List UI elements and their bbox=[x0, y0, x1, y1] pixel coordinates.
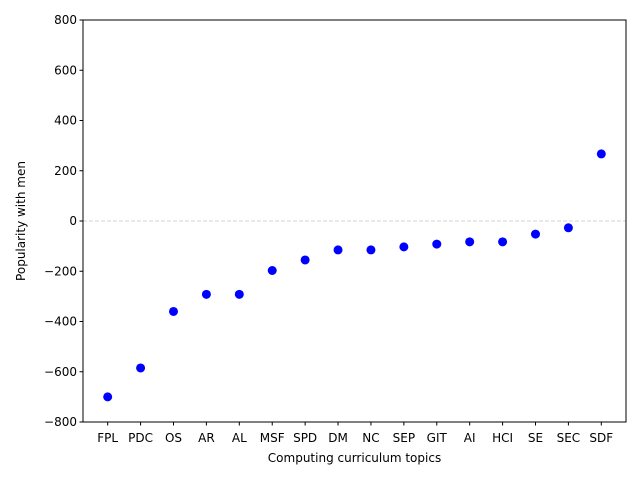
y-tick-label: −200 bbox=[44, 264, 77, 278]
x-axis-ticks: FPL PDC OS AR AL MSF SPD DM NC SEP GIT AI HCI SE SEC SD… bbox=[97, 422, 613, 445]
data-point-os bbox=[169, 306, 178, 316]
y-tick-label: 600 bbox=[54, 63, 77, 77]
x-tick-label-ar: AR bbox=[198, 431, 215, 445]
x-tick-label-git: GIT bbox=[427, 431, 448, 445]
data-point-msf bbox=[267, 265, 277, 275]
data-point-spd bbox=[300, 255, 310, 265]
data-points bbox=[103, 149, 606, 402]
data-point-dm bbox=[333, 245, 343, 255]
x-tick-label-msf: MSF bbox=[260, 431, 285, 445]
data-point-sec bbox=[563, 223, 573, 233]
x-axis-label: Computing curriculum topics bbox=[268, 451, 441, 465]
x-tick-label-dm: DM bbox=[328, 431, 348, 445]
data-point-ai bbox=[465, 237, 475, 247]
y-tick-label: −800 bbox=[44, 415, 77, 429]
data-point-fpl bbox=[103, 392, 113, 402]
x-tick-label-pdc: PDC bbox=[128, 431, 153, 445]
x-tick-label-al: AL bbox=[232, 431, 247, 445]
x-tick-label-se: SE bbox=[528, 431, 543, 445]
data-point-ar bbox=[201, 289, 211, 299]
y-tick-label: 0 bbox=[69, 214, 77, 228]
x-tick-label-sec: SEC bbox=[557, 431, 581, 445]
data-point-hci bbox=[498, 237, 508, 247]
data-point-git bbox=[432, 239, 442, 249]
y-tick-label: −600 bbox=[44, 365, 77, 379]
x-tick-label-ai: AI bbox=[464, 431, 476, 445]
y-axis-label: Popularity with men bbox=[14, 161, 28, 281]
data-point-al bbox=[234, 289, 244, 299]
y-tick-label: −400 bbox=[44, 315, 77, 329]
data-point-nc bbox=[366, 245, 376, 255]
x-tick-label-fpl: FPL bbox=[97, 431, 118, 445]
data-point-pdc bbox=[136, 363, 146, 373]
y-tick-label: 200 bbox=[54, 164, 77, 178]
x-tick-label-sep: SEP bbox=[393, 431, 415, 445]
x-tick-label-hci: HCI bbox=[492, 431, 513, 445]
data-point-sep bbox=[399, 242, 409, 252]
y-tick-label: 400 bbox=[54, 114, 77, 128]
data-point-sdf bbox=[596, 149, 606, 159]
x-tick-label-os: OS bbox=[165, 431, 182, 445]
x-tick-label-sdf: SDF bbox=[589, 431, 613, 445]
data-point-se bbox=[531, 229, 540, 239]
x-tick-label-nc: NC bbox=[362, 431, 379, 445]
y-tick-label: 800 bbox=[54, 13, 77, 27]
y-axis-ticks: −800 −600 −400 −200 0 200 400 600 800 bbox=[44, 13, 83, 429]
x-tick-label-spd: SPD bbox=[293, 431, 317, 445]
